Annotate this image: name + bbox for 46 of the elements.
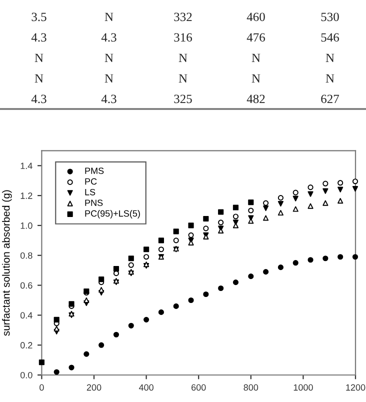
text: N: [252, 74, 260, 83]
text: 4.3: [101, 94, 116, 104]
y-tick-label: 1.2: [20, 192, 32, 199]
text: 530: [321, 12, 339, 22]
x-tick-label: 200: [86, 384, 102, 391]
y-tick-label: 1.4: [20, 162, 32, 169]
text: 4.3: [31, 33, 46, 42]
y-tick-label: 0.8: [20, 252, 32, 259]
y-tick-label: 1.0: [20, 222, 32, 229]
text: N: [104, 12, 114, 22]
text: N: [326, 54, 334, 62]
text: 460: [246, 12, 265, 22]
x-tick-label: 1000: [294, 384, 313, 391]
text: 332: [174, 12, 192, 22]
x-tick-label: 1200: [346, 384, 366, 391]
y-tick-label: 0.6: [20, 282, 32, 289]
text: 316: [174, 33, 192, 42]
x-tick-label: 800: [244, 384, 258, 391]
legend-label: PNS: [85, 200, 103, 206]
legend-label: PC: [85, 178, 97, 185]
y-tick-label: 0.2: [20, 342, 32, 348]
text: N: [178, 54, 188, 62]
y-tick-label: 0.4: [20, 312, 32, 319]
legend-label: PC(95)+LS(5): [85, 210, 140, 218]
text: 3.5: [32, 12, 46, 22]
y-tick-label: 0.0: [20, 372, 32, 378]
text: 546: [321, 33, 339, 42]
text: 627: [321, 94, 340, 104]
x-tick-label: 600: [192, 384, 206, 391]
text: 476: [246, 33, 265, 42]
legend-label: LS: [85, 188, 96, 196]
text: 4.3: [31, 94, 46, 104]
text: N: [104, 74, 114, 83]
text: N: [326, 74, 334, 83]
legend-label: PMS: [85, 168, 104, 174]
text: 325: [174, 94, 192, 104]
text: N: [104, 54, 114, 62]
text: N: [178, 74, 188, 83]
x-tick-label: 0: [40, 384, 44, 391]
text: 482: [246, 94, 265, 104]
x-tick-label: 400: [138, 384, 154, 391]
text: N: [34, 74, 44, 83]
text: N: [34, 54, 44, 62]
text: N: [252, 54, 260, 62]
y-axis-title: surfactant solution absorbed (g): [2, 190, 12, 336]
text: 4.3: [101, 33, 116, 42]
